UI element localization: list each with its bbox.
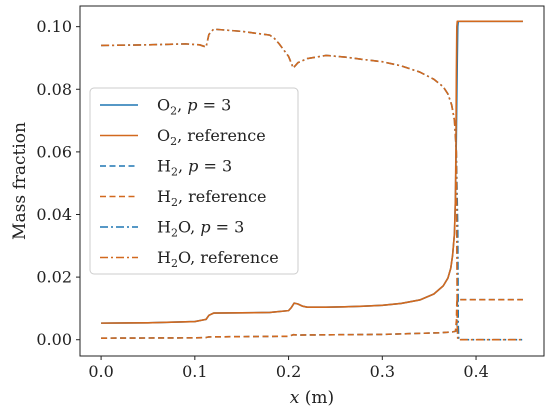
- x-axis-label: x (m): [290, 388, 334, 408]
- x-tick-label: 0.0: [88, 362, 113, 381]
- series-line-4: [101, 298, 523, 339]
- legend-label-2: O2, reference: [157, 126, 266, 148]
- legend-label-5: H2O, p = 3: [157, 218, 244, 240]
- legend-label-4: H2, reference: [157, 187, 266, 209]
- legend-box: [89, 87, 299, 275]
- legend-label-3: H2, p = 3: [157, 157, 232, 179]
- y-tick-label: 0.00: [36, 330, 72, 349]
- y-tick-label: 0.10: [36, 17, 72, 36]
- legend: O2, p = 3 O2, reference H2, p = 3 H2, refer…: [89, 87, 299, 275]
- x-tick-label: 0.2: [276, 362, 301, 381]
- plot-frame: [79, 5, 545, 357]
- legend-label-1: O2, p = 3: [157, 96, 231, 118]
- y-axis: 0.00 0.02 0.04 0.06 0.08 0.10: [36, 17, 80, 349]
- x-axis: 0.0 0.1 0.2 0.3 0.4: [88, 356, 489, 381]
- x-tick-label: 0.1: [182, 362, 207, 381]
- y-tick-label: 0.06: [36, 142, 72, 161]
- legend-label-6: H2O, reference: [157, 248, 279, 270]
- y-tick-label: 0.08: [36, 80, 72, 99]
- x-tick-label: 0.4: [463, 362, 488, 381]
- y-tick-label: 0.04: [36, 205, 72, 224]
- x-tick-label: 0.3: [370, 362, 395, 381]
- y-tick-label: 0.02: [36, 268, 72, 287]
- series-line-6: [101, 28, 523, 341]
- y-axis-label: Mass fraction: [10, 122, 30, 240]
- series-layer: [101, 20, 523, 341]
- series-line-3: [101, 298, 523, 339]
